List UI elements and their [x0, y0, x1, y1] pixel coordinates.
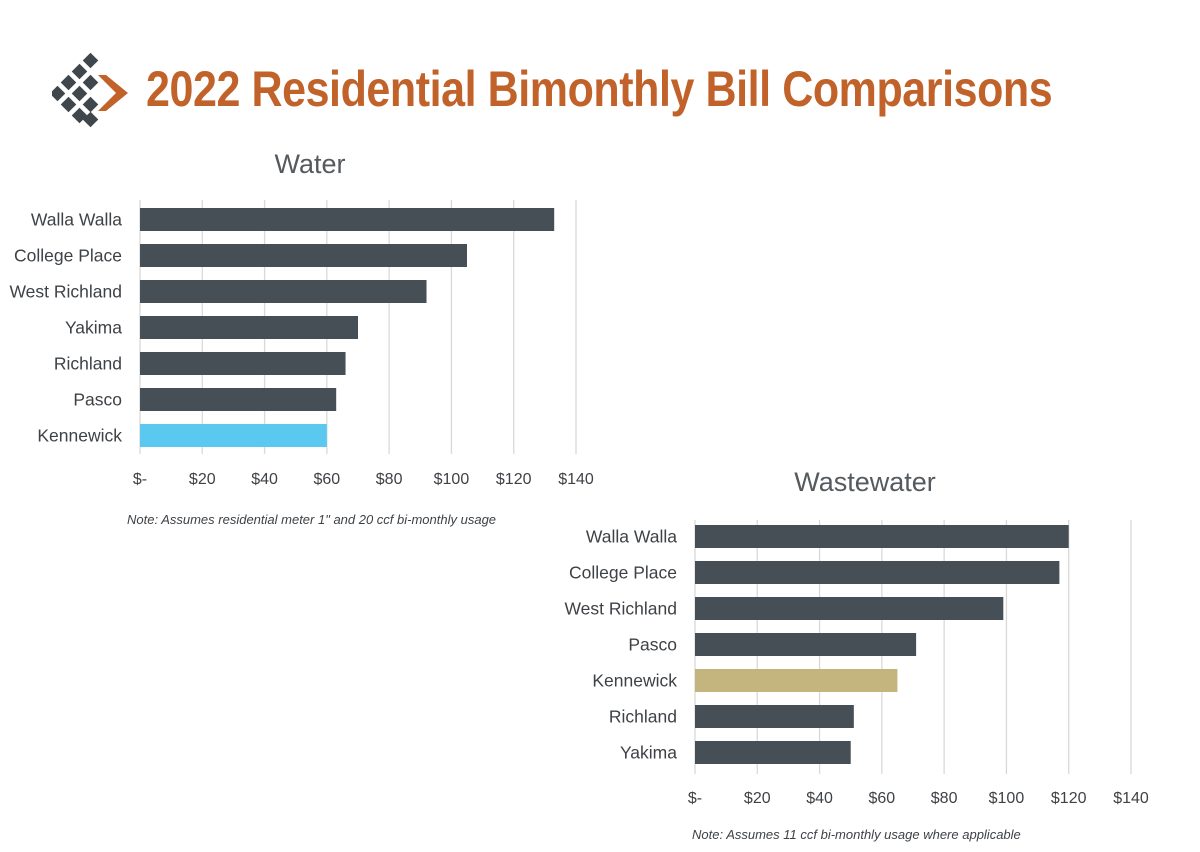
bar-highlight: [695, 669, 898, 692]
chart-note: Note: Assumes residential meter 1" and 2…: [127, 512, 496, 527]
chart-title: Water: [274, 149, 345, 179]
category-label: Yakima: [65, 318, 122, 338]
tick-label: $-: [133, 471, 147, 488]
bar: [140, 208, 555, 231]
logo-diamond: [60, 74, 77, 91]
tick-label: $120: [496, 471, 532, 488]
tick-label: $60: [869, 790, 896, 807]
category-label: West Richland: [564, 599, 677, 619]
bar: [695, 525, 1069, 548]
logo-diamond: [82, 52, 99, 69]
category-label: Walla Walla: [586, 527, 677, 547]
bar: [695, 705, 854, 728]
logo-diamond: [82, 96, 99, 113]
tick-label: $140: [558, 471, 594, 488]
tick-label: $80: [931, 790, 958, 807]
tick-label: $20: [744, 790, 771, 807]
bar: [140, 316, 358, 339]
bar: [695, 597, 1004, 620]
tick-label: $80: [376, 471, 403, 488]
category-label: Pasco: [628, 635, 677, 655]
category-label: Pasco: [73, 390, 122, 410]
category-label: West Richland: [9, 282, 122, 302]
logo-diamond: [82, 111, 99, 128]
tick-label: $100: [989, 790, 1025, 807]
bar: [140, 280, 427, 303]
category-label: College Place: [569, 563, 677, 583]
category-label: Kennewick: [592, 671, 677, 691]
bar: [695, 633, 917, 656]
logo-diamond: [52, 85, 66, 102]
tick-label: $20: [189, 471, 216, 488]
logo-diamond: [60, 96, 77, 113]
tick-label: $40: [806, 790, 833, 807]
logo-diamond: [71, 85, 88, 102]
wastewater-chart: Wastewater Walla Walla College Place West R…: [564, 467, 1149, 842]
tick-label: $140: [1113, 790, 1149, 807]
logo: [52, 52, 128, 128]
bar: [695, 561, 1060, 584]
chart-note: Note: Assumes 11 ccf bi-monthly usage wh…: [692, 827, 1021, 842]
tick-label: $100: [434, 471, 470, 488]
tick-label: $60: [314, 471, 341, 488]
logo-diamond: [82, 74, 99, 91]
bar: [140, 388, 337, 411]
tick-label: $40: [251, 471, 278, 488]
logo-diamond: [71, 63, 88, 80]
category-label: Richland: [609, 707, 677, 727]
category-label: College Place: [14, 246, 122, 266]
logo-chevron: [98, 75, 128, 111]
category-label: Walla Walla: [31, 210, 122, 230]
category-label: Yakima: [620, 743, 677, 763]
bar: [140, 244, 467, 267]
category-label: Richland: [54, 354, 122, 374]
page-title: 2022 Residential Bimonthly Bill Comparis…: [146, 61, 1053, 117]
water-chart: Water Walla Walla College Place West Richla…: [9, 149, 594, 527]
bar: [140, 352, 346, 375]
bar: [695, 741, 851, 764]
chart-title: Wastewater: [794, 467, 936, 497]
bar-highlight: [140, 424, 327, 447]
tick-label: $-: [688, 790, 702, 807]
category-label: Kennewick: [37, 426, 122, 446]
tick-label: $120: [1051, 790, 1087, 807]
